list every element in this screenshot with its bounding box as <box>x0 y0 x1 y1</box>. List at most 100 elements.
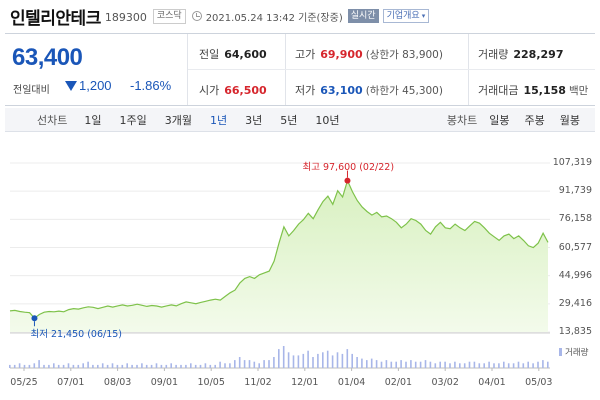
volume-bar <box>468 361 471 368</box>
tab-1w[interactable]: 1주일 <box>119 113 147 127</box>
volume-bar <box>136 364 138 368</box>
volume-bar <box>366 360 368 368</box>
volume-bar <box>537 361 539 368</box>
volume-bar <box>292 355 295 368</box>
price-area-fill <box>10 180 548 332</box>
volume-bar <box>229 363 231 368</box>
stat-unit: 백만 <box>568 85 589 97</box>
tab-3y[interactable]: 3년 <box>245 113 263 127</box>
volume-bar <box>160 364 163 368</box>
current-price: 63,400 <box>12 44 83 71</box>
current-price-block: 63,400 전일대비 1,200 -1.86% <box>5 34 188 105</box>
volume-bar <box>97 364 99 368</box>
x-tick-label: 02/01 <box>384 377 413 388</box>
candle-chart-label: 봉차트 <box>446 113 478 127</box>
volume-bar <box>243 360 246 368</box>
tab-monthly-candle[interactable]: 월봉 <box>559 113 580 127</box>
volume-bar <box>478 363 481 368</box>
x-tick-label: 05/25 <box>10 377 38 388</box>
volume-bar <box>361 358 363 368</box>
tab-10y[interactable]: 10년 <box>315 113 340 127</box>
volume-bar <box>424 360 427 368</box>
stat-open: 시가 66,500 <box>199 82 267 98</box>
low-annotation: 최저 21,450 (06/15) <box>30 329 123 341</box>
volume-bar <box>429 361 432 368</box>
volume-bar <box>356 357 358 368</box>
volume-bar <box>454 361 456 368</box>
volume-bar <box>111 363 114 368</box>
volume-bar <box>253 361 256 368</box>
tab-1d[interactable]: 1일 <box>84 113 102 127</box>
y-tick-label: 13,835 <box>558 326 592 337</box>
stock-header: 인텔리안테크 189300 코스닥 2021.05.24 13:42 기준(장중… <box>0 0 600 32</box>
company-info-dropdown[interactable]: 기업개요 ▾ <box>382 9 430 23</box>
volume-bar <box>214 364 216 368</box>
stat-high: 고가 69,900 (상한가 83,900) <box>295 46 443 62</box>
volume-bar <box>33 363 36 368</box>
stat-prev-close: 전일 64,600 <box>199 46 267 62</box>
volume-bar <box>155 363 158 368</box>
volume-bar <box>410 360 412 368</box>
volume-bar <box>336 352 339 368</box>
volume-bar <box>150 364 153 368</box>
price-chart-svg <box>9 162 550 371</box>
volume-bar <box>13 364 16 368</box>
volume-bar <box>488 361 490 368</box>
clock-icon <box>191 11 202 21</box>
volume-bar <box>190 363 192 368</box>
x-tick-label: 12/01 <box>291 377 319 388</box>
volume-bar <box>219 361 221 368</box>
volume-bar <box>542 360 544 368</box>
volume-bar <box>18 363 21 368</box>
stat-value: 69,900 <box>320 48 363 61</box>
volume-bar <box>175 364 177 368</box>
volume-bar <box>375 360 378 368</box>
price-chart[interactable]: 최고 97,600 (02/22) 최저 21,450 (06/15) 거래량 … <box>0 132 600 400</box>
volume-bar <box>483 363 485 368</box>
volume-bar <box>517 361 520 368</box>
volume-bar <box>185 364 187 368</box>
volume-bar <box>209 364 212 368</box>
volume-bar <box>131 364 133 368</box>
stat-label: 저가 <box>295 84 316 97</box>
volume-bar <box>43 364 45 368</box>
stat-low: 저가 63,100 (하한가 45,300) <box>295 82 443 98</box>
volume-bar <box>322 352 324 368</box>
volume-bar <box>170 363 172 368</box>
realtime-button[interactable]: 실시간 <box>347 9 379 23</box>
price-summary: 63,400 전일대비 1,200 -1.86% 전일 64,600 고가 69… <box>5 33 595 106</box>
company-info-label: 기업개요 <box>386 11 420 21</box>
volume-bar <box>400 360 402 368</box>
volume-bar <box>493 363 495 368</box>
high-point-marker <box>344 177 351 184</box>
volume-bar <box>38 360 40 368</box>
volume-bar <box>258 363 260 368</box>
y-tick-label: 91,739 <box>558 185 592 197</box>
tab-1y[interactable]: 1년 <box>210 113 228 127</box>
volume-bar <box>57 364 60 368</box>
tab-3m[interactable]: 3개월 <box>164 113 192 127</box>
volume-bar <box>385 360 388 368</box>
volume-bar <box>194 364 197 368</box>
volume-bar <box>390 361 393 368</box>
volume-bar <box>434 363 437 368</box>
tab-daily-candle[interactable]: 일봉 <box>489 113 510 127</box>
volume-bar <box>82 363 84 368</box>
high-annotation: 최고 97,600 (02/22) <box>302 161 395 173</box>
volume-bar <box>278 349 280 368</box>
price-line <box>9 178 549 320</box>
volume-bar <box>522 363 525 368</box>
x-tick-label: 03/02 <box>431 377 459 388</box>
volume-bar <box>28 364 31 368</box>
tab-5y[interactable]: 5년 <box>280 113 298 127</box>
volume-bar <box>53 363 55 368</box>
tab-weekly-candle[interactable]: 주봉 <box>524 113 545 127</box>
x-tick-label: 10/05 <box>197 377 225 388</box>
volume-bar <box>532 363 534 368</box>
y-tick-label: 107,319 <box>552 157 592 168</box>
volume-bar <box>224 363 226 368</box>
volume-bar <box>204 363 207 368</box>
down-arrow-icon <box>65 81 77 91</box>
volume-bar <box>72 364 75 368</box>
volume-bar <box>180 364 182 368</box>
